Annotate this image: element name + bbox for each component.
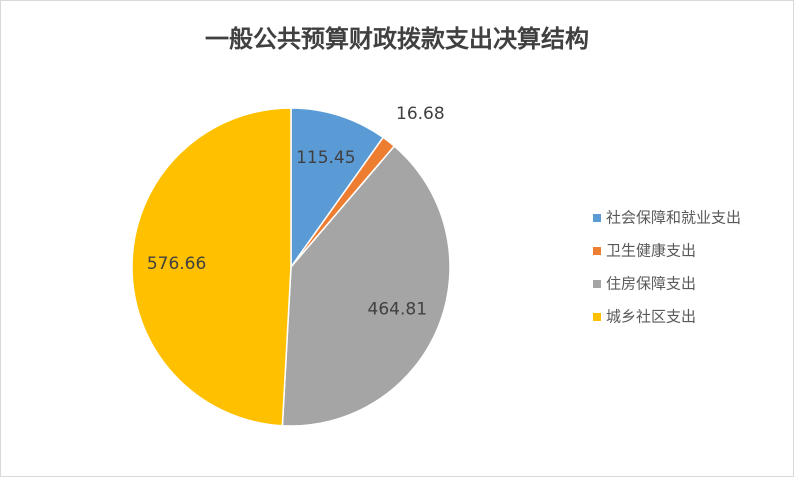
legend-swatch (593, 313, 601, 321)
pie-slice (131, 107, 292, 427)
legend-label: 城乡社区支出 (606, 308, 696, 326)
data-label: 115.45 (296, 148, 355, 168)
pie-slice (290, 107, 385, 270)
legend-label: 卫生健康支出 (606, 242, 696, 260)
data-label: 464.81 (368, 300, 427, 320)
pie-slice (281, 145, 451, 427)
data-label: 576.66 (147, 254, 206, 274)
chart-title: 一般公共预算财政拨款支出决算结构 (205, 25, 589, 53)
legend-swatch (593, 247, 601, 255)
legend-swatch (593, 280, 601, 288)
legend-label: 住房保障支出 (606, 275, 696, 293)
legend-label: 社会保障和就业支出 (606, 209, 741, 227)
data-label: 16.68 (396, 104, 445, 124)
legend-swatch (593, 214, 601, 222)
